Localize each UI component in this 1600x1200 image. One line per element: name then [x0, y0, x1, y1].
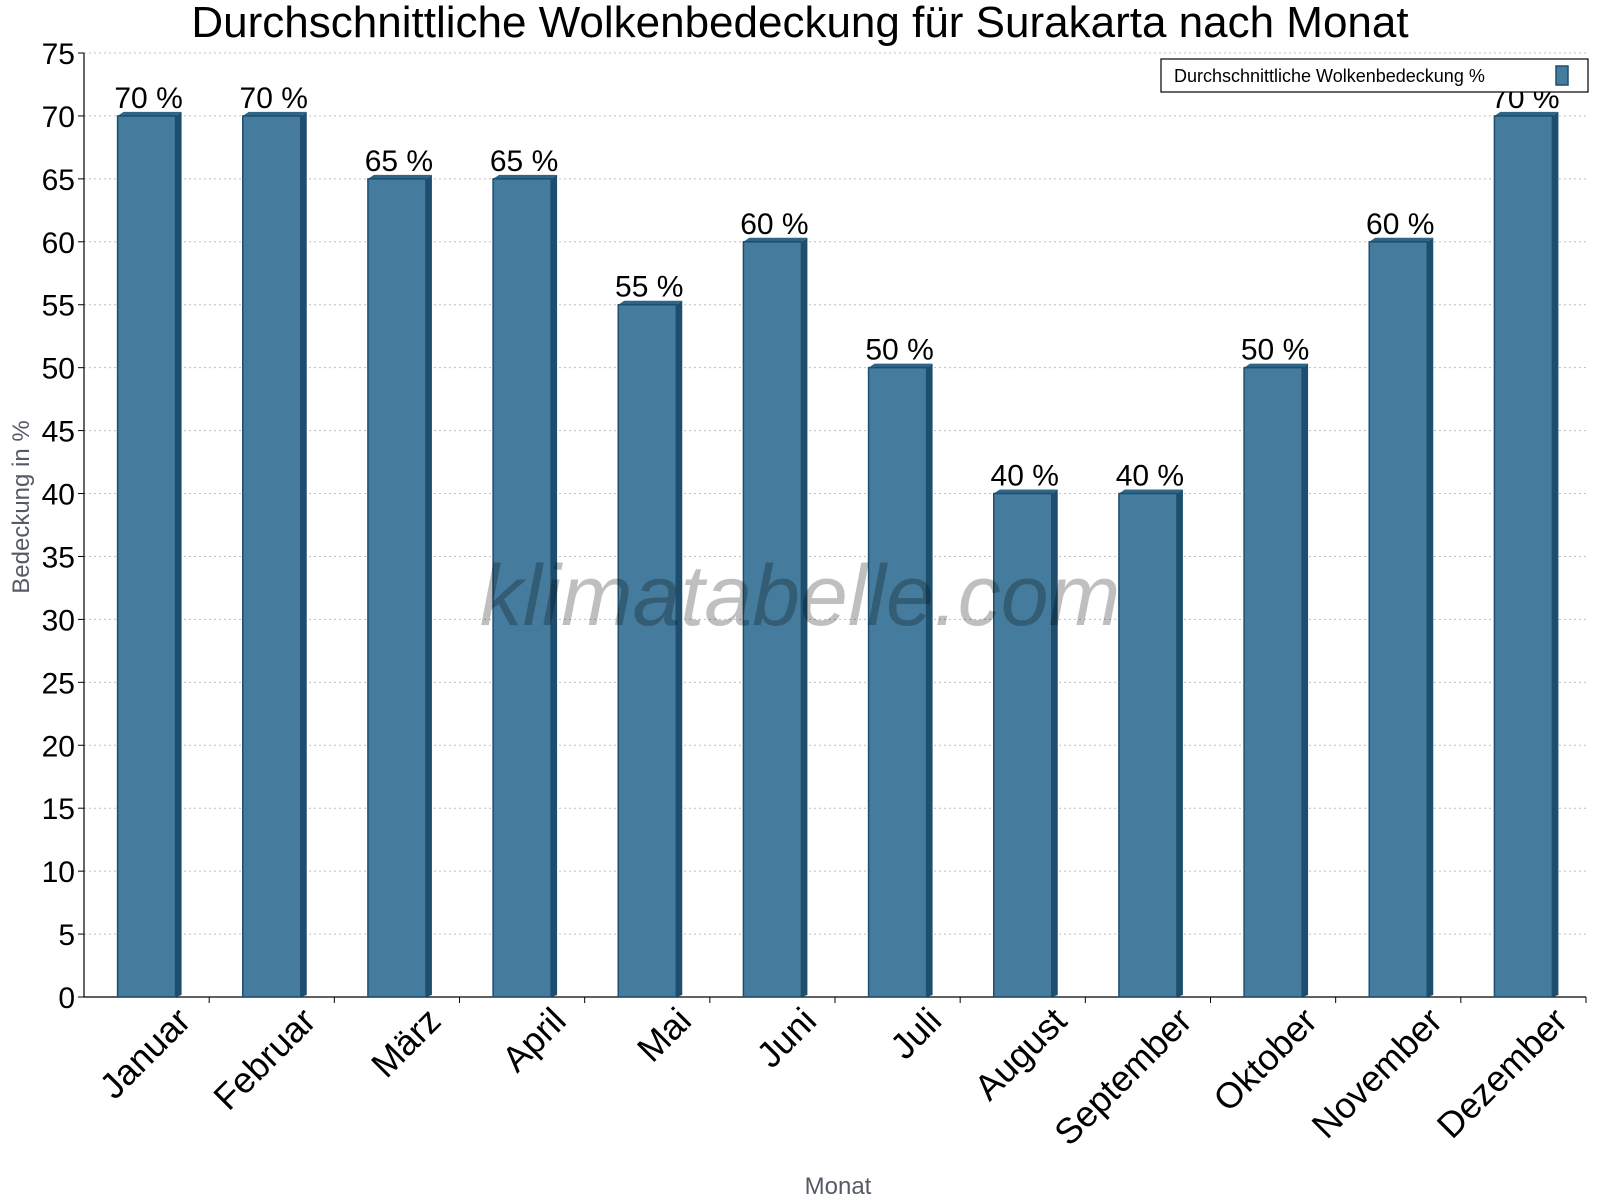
y-tick-label: 70 [42, 101, 75, 134]
y-tick-label: 0 [58, 982, 75, 1015]
bar-top [117, 111, 182, 116]
legend: Durchschnittliche Wolkenbedeckung % [1160, 58, 1589, 93]
bar-side [676, 300, 683, 997]
y-tick-label: 55 [42, 290, 75, 323]
legend-swatch [1555, 65, 1569, 86]
bar [742, 241, 803, 998]
y-tick-label: 20 [42, 730, 75, 763]
bar [116, 115, 177, 998]
watermark: klimatabelle.com [480, 548, 1120, 644]
x-tick-label: August [966, 1000, 1074, 1108]
bar-top [493, 174, 558, 179]
data-label: 60 % [740, 208, 808, 241]
x-tick-label: November [1303, 1000, 1449, 1146]
bar [1118, 492, 1178, 998]
bar-side [926, 363, 933, 998]
gridlines [84, 52, 1586, 935]
y-tick-label: 50 [42, 353, 75, 386]
x-tick-labels: Januar Februar März April Mai Juni Juli AugustS… [91, 1000, 1575, 1154]
data-labels: 70 % 70 % 65 % 65 % 55 % 60 % 50 % 40 % 40 % 50 %… [114, 82, 1559, 493]
bar [1243, 366, 1303, 998]
bar [867, 366, 928, 998]
bar-top [1118, 489, 1183, 494]
x-tick-label: März [363, 1000, 449, 1086]
x-tick-label: Juni [748, 1000, 824, 1076]
y-tick-label: 45 [42, 416, 75, 449]
bar-top [367, 174, 432, 179]
data-label: 65 % [365, 145, 433, 178]
data-label: 55 % [615, 271, 683, 304]
bar-side [1427, 237, 1434, 998]
data-label: 50 % [865, 334, 933, 367]
bar [1368, 241, 1428, 998]
data-label: 70 % [240, 82, 308, 115]
bar-top [868, 363, 933, 368]
legend-box [1160, 58, 1589, 93]
y-tick-label: 30 [42, 604, 75, 637]
data-label: 60 % [1366, 208, 1434, 241]
bar [1493, 115, 1554, 998]
bar-top [242, 111, 307, 116]
y-tick-label: 10 [42, 856, 75, 889]
x-tick-label: Juli [882, 1000, 949, 1067]
x-tick-label: April [494, 1000, 574, 1080]
y-tick-label: 25 [42, 667, 75, 700]
y-tick-label: 75 [42, 38, 75, 71]
y-tick-label: 40 [42, 479, 75, 512]
data-label: 50 % [1241, 334, 1309, 367]
bar-side [1302, 363, 1309, 998]
y-tick-label: 5 [58, 919, 75, 952]
chart-title: Durchschnittliche Wolkenbedeckung für Su… [191, 0, 1408, 47]
x-tick-label: Mai [629, 1000, 699, 1070]
data-label: 40 % [1116, 460, 1184, 493]
bar-side [1552, 111, 1559, 997]
x-tick-label: Februar [205, 1000, 323, 1118]
bar [993, 492, 1053, 998]
bar-side [175, 111, 182, 997]
y-tick-label: 60 [42, 227, 75, 260]
y-tick-label: 35 [42, 541, 75, 574]
bar-top [618, 300, 683, 305]
bar [367, 178, 427, 998]
bars [116, 111, 1559, 998]
bar-side [1176, 489, 1183, 997]
bar-side [1051, 489, 1058, 997]
x-tick-label: Oktober [1205, 1000, 1325, 1120]
y-tick-label: 65 [42, 164, 75, 197]
bar-side [300, 111, 307, 997]
bar [617, 303, 677, 998]
bar [492, 178, 552, 998]
bar [242, 115, 302, 998]
x-tick-label: September [1046, 1000, 1200, 1154]
bar-side [551, 174, 558, 997]
axes [78, 52, 1587, 1003]
bar-top [1494, 111, 1559, 116]
x-tick-label: Dezember [1429, 1000, 1575, 1146]
bar-top [1244, 363, 1309, 368]
y-tick-label: 15 [42, 793, 75, 826]
data-label: 70 % [114, 82, 182, 115]
data-label: 65 % [490, 145, 558, 178]
y-axis-label: Bedeckung in % [8, 420, 35, 593]
bar-side [425, 174, 432, 997]
x-axis-label: Monat [805, 1173, 872, 1200]
bar-top [1369, 237, 1434, 242]
bar-top [743, 237, 808, 242]
x-tick-label: Januar [91, 1000, 198, 1107]
y-tick-labels: 0 5 10 15 20 25 30 35 40 45 50 55 60 65 70 75 [42, 38, 75, 1015]
data-label: 40 % [991, 460, 1059, 493]
bar-top [993, 489, 1058, 494]
bar-side [801, 237, 808, 998]
legend-label: Durchschnittliche Wolkenbedeckung % [1174, 66, 1485, 86]
